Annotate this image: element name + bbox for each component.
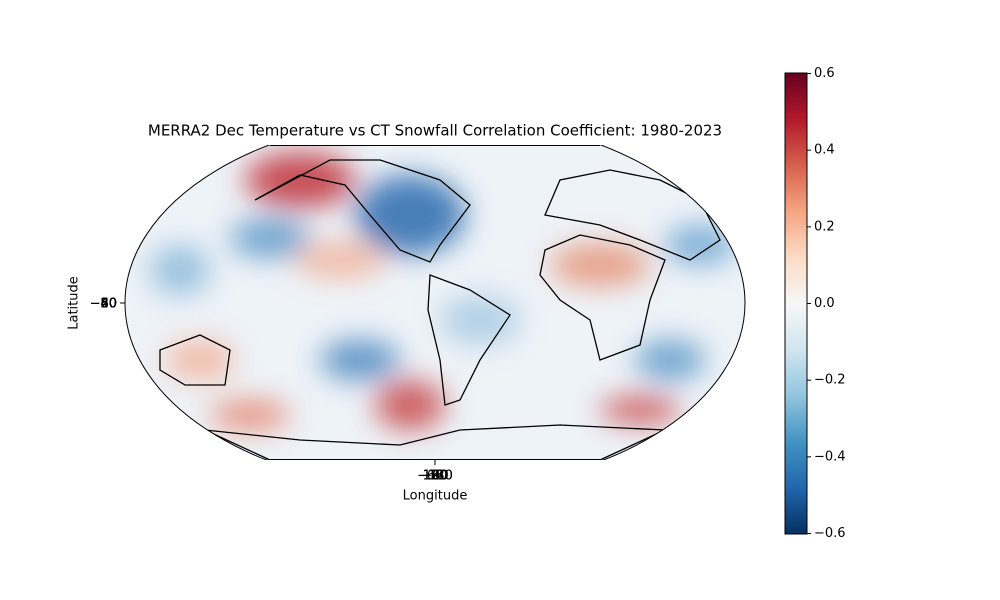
x-tick-label: 180 [423, 469, 448, 484]
x-tick-label: −60 [421, 469, 448, 484]
x-axis-label: Longitude [403, 489, 468, 504]
y-tick-label: −40 [90, 297, 117, 312]
x-tick-label: 0 [431, 469, 439, 484]
y-tick-label: 20 [100, 297, 117, 312]
colorbar-tick-label: 0.4 [814, 143, 835, 158]
x-tick-label: 120 [423, 469, 448, 484]
colorbar-tick-label: 0.0 [814, 296, 835, 311]
y-tick-label: −60 [90, 297, 117, 312]
y-tick-label: 60 [100, 297, 117, 312]
y-tick-label: −20 [90, 297, 117, 312]
x-tick-label: 60 [427, 469, 444, 484]
map-field [124, 145, 746, 460]
x-tick-label: −180 [417, 469, 453, 484]
y-axis-label: Latitude [67, 276, 82, 330]
y-tick-label: −80 [90, 297, 117, 312]
colorbar-tick-label: −0.4 [814, 449, 846, 464]
colorbar-tick-label: −0.6 [814, 526, 846, 541]
y-tick-label: 0 [109, 297, 117, 312]
y-tick-label: 80 [100, 297, 117, 312]
x-tick-label: −120 [417, 469, 453, 484]
chart-title: MERRA2 Dec Temperature vs CT Snowfall Co… [148, 122, 722, 140]
colorbar [784, 72, 808, 535]
colorbar-tick-label: 0.2 [814, 219, 835, 234]
y-tick-label: 40 [100, 297, 117, 312]
colorbar-tick-label: 0.6 [814, 66, 835, 81]
colorbar-tick-label: −0.2 [814, 373, 846, 388]
